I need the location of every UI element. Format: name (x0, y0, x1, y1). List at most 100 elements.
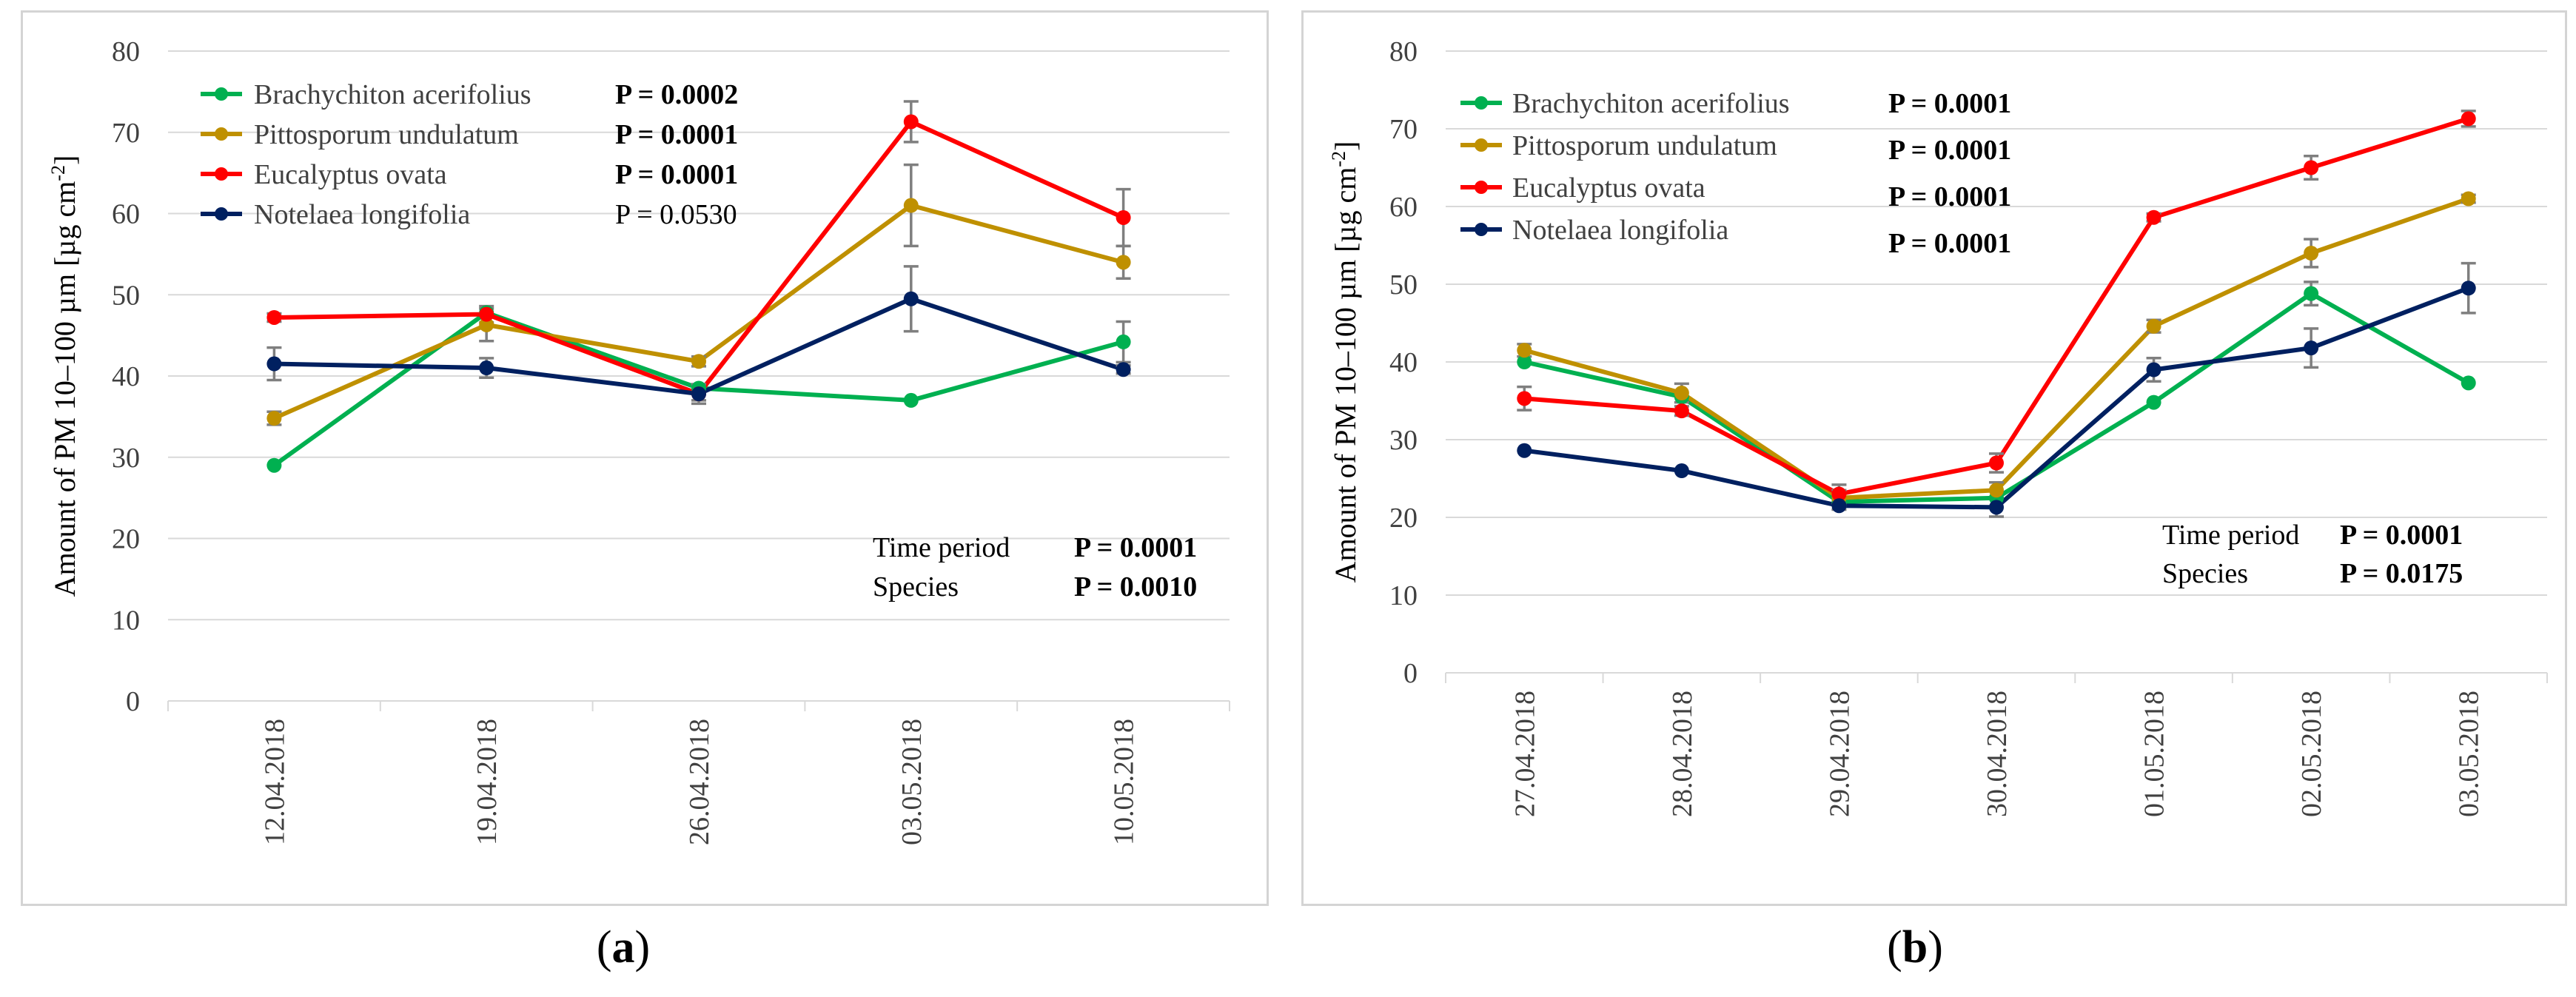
data-point (266, 457, 282, 473)
data-point (479, 306, 494, 322)
legend-marker (215, 87, 228, 101)
legend-label: Notelaea longifolia (1512, 215, 1728, 246)
y-tick-label: 50 (112, 280, 140, 311)
data-point (903, 114, 919, 130)
y-tick-label: 40 (112, 361, 140, 392)
data-point (1831, 486, 1847, 502)
x-tick-label: 03.05.2018 (2454, 691, 2485, 817)
y-tick-label: 30 (112, 443, 140, 474)
data-point (2461, 281, 2476, 296)
x-tick-label: 28.04.2018 (1667, 691, 1698, 817)
x-tick-label: 30.04.2018 (1982, 691, 2013, 817)
data-point (691, 386, 706, 402)
data-point (479, 360, 494, 376)
y-tick-label: 80 (112, 36, 140, 67)
data-point (1517, 343, 1532, 358)
series-p-value: P = 0.0001 (1888, 181, 2011, 212)
y-tick-label: 10 (1389, 580, 1418, 611)
series-line (1523, 286, 2469, 510)
caption-b: (b) (1887, 922, 1943, 973)
legend-marker (1475, 181, 1488, 194)
legend-label: Brachychiton acerifolius (254, 79, 531, 110)
data-point (2146, 395, 2161, 410)
stat-value: P = 0.0001 (2340, 520, 2463, 551)
y-tick-label: 0 (1403, 658, 1418, 689)
data-point (479, 317, 494, 332)
y-tick-label: 60 (112, 199, 140, 230)
legend-marker (1475, 223, 1488, 236)
series-p-value: P = 0.0001 (615, 119, 738, 150)
series-p-value: P = 0.0002 (615, 79, 738, 110)
data-point (1116, 362, 1131, 377)
series-p-value: P = 0.0001 (1888, 228, 2011, 259)
x-tick-label: 03.05.2018 (896, 719, 928, 845)
data-point (903, 198, 919, 213)
y-tick-label: 10 (112, 605, 140, 636)
data-point (1674, 386, 1689, 400)
series-line (274, 296, 1124, 397)
x-tick-label: 26.04.2018 (684, 719, 715, 845)
legend-label: Eucalyptus ovata (1512, 172, 1705, 204)
chart-panel-a: 0 10 20 30 40 50 60 70 80 12.04.2018 19.04.2018 26.… (21, 10, 1269, 906)
x-tick-label: 19.04.2018 (472, 719, 503, 845)
data-point (1831, 498, 1847, 514)
data-point (2461, 191, 2476, 207)
data-point (2304, 340, 2319, 356)
legend-label: Notelaea longifolia (254, 199, 470, 230)
series-p-value: P = 0.0001 (1888, 135, 2011, 166)
y-axis-label: Amount of PM 10–100 µm [µg cm-2] (47, 155, 82, 597)
data-point (2461, 111, 2476, 127)
data-point (1674, 463, 1689, 478)
legend-label: Pittosporum undulatum (1512, 130, 1777, 161)
x-tick-label: 10.05.2018 (1109, 719, 1140, 845)
x-tick-label: 12.04.2018 (259, 719, 290, 845)
series-p-value: P = 0.0001 (615, 159, 738, 190)
y-tick-label: 60 (1389, 192, 1418, 223)
legend-marker (215, 127, 228, 141)
series-p-value: P = 0.0530 (615, 199, 737, 230)
data-point (2146, 209, 2161, 225)
data-point (1989, 500, 2004, 515)
x-tick-label: 29.04.2018 (1824, 691, 1855, 817)
legend-marker (1475, 96, 1488, 110)
stat-label: Species (873, 571, 959, 602)
data-point (1116, 209, 1131, 225)
y-tick-label: 80 (1389, 36, 1418, 67)
data-point (1989, 455, 2004, 471)
legend-marker (1475, 138, 1488, 152)
x-tick-label: 27.04.2018 (1509, 691, 1540, 817)
chart-b-svg: 0 10 20 30 40 50 60 70 80 27.04.2018 28.04.2018 29.… (1328, 36, 2548, 817)
data-point (2304, 246, 2319, 261)
stat-label: Time period (873, 532, 1010, 563)
data-point (2146, 362, 2161, 377)
series-p-value: P = 0.0001 (1888, 88, 2011, 119)
y-tick-label: 0 (126, 686, 140, 717)
caption-a: (a) (596, 922, 651, 973)
stat-value: P = 0.0001 (1074, 532, 1197, 563)
stat-value: P = 0.0010 (1074, 571, 1197, 602)
data-point (1517, 391, 1532, 406)
data-point (266, 356, 282, 372)
data-point (1116, 255, 1131, 270)
y-tick-label: 30 (1389, 425, 1418, 456)
y-tick-label: 20 (112, 524, 140, 555)
data-point (691, 354, 706, 369)
legend-label: Eucalyptus ovata (254, 159, 447, 190)
y-axis-label: Amount of PM 10–100 µm [µg cm-2] (1328, 141, 1363, 583)
y-tick-label: 50 (1389, 269, 1418, 301)
data-point (1989, 483, 2004, 498)
y-tick-label: 70 (1389, 114, 1418, 145)
y-tick-label: 70 (112, 118, 140, 149)
data-point (2461, 375, 2476, 391)
data-point (903, 291, 919, 306)
stat-label: Species (2162, 558, 2248, 589)
data-point (1674, 403, 1689, 419)
stat-value: P = 0.0175 (2340, 558, 2463, 589)
x-tick-label: 01.05.2018 (2139, 691, 2170, 817)
legend-label: Brachychiton acerifolius (1512, 88, 1790, 119)
y-tick-label: 20 (1389, 503, 1418, 534)
data-point (1116, 334, 1131, 349)
chart-a-svg: 0 10 20 30 40 50 60 70 80 12.04.2018 19.04.2018 26.… (47, 36, 1230, 845)
data-point (1517, 443, 1532, 458)
data-point (2304, 160, 2319, 175)
